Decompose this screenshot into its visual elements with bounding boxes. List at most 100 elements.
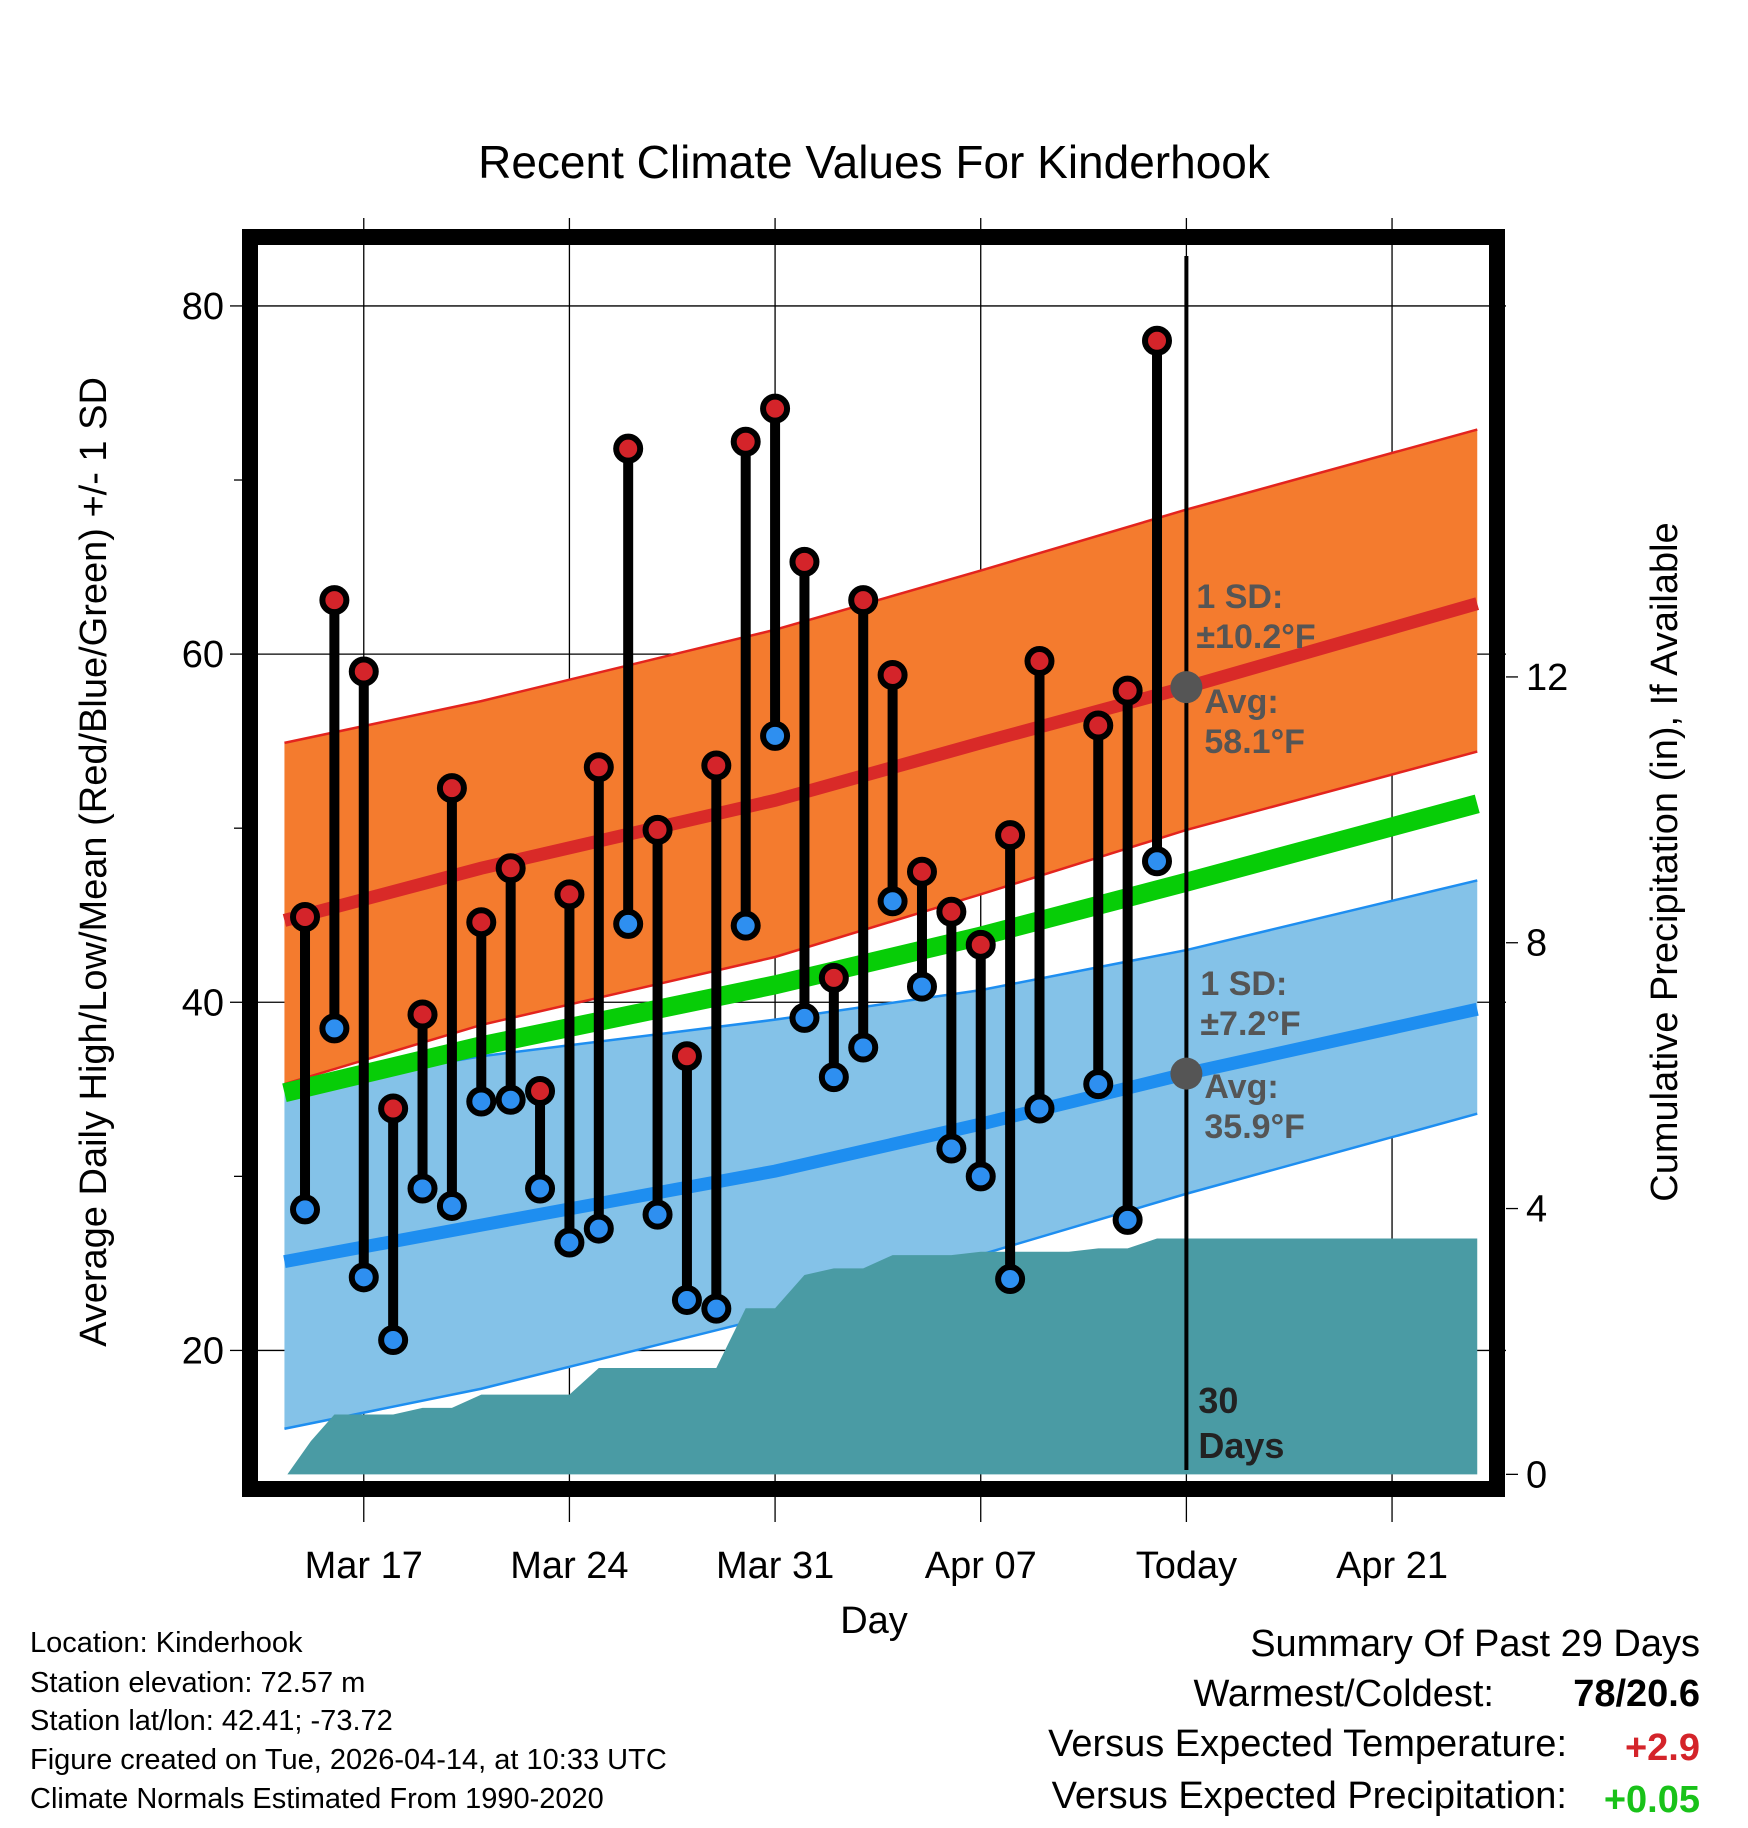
high-temp-point bbox=[1083, 710, 1114, 741]
low-temp-point bbox=[1112, 1204, 1143, 1235]
summary-title: Summary Of Past 29 Days bbox=[1250, 1623, 1700, 1665]
high-temp-point bbox=[1112, 675, 1143, 706]
location-text: Location: Kinderhook bbox=[30, 1627, 303, 1659]
y-tick-label: 20 bbox=[182, 1330, 224, 1372]
high-temp-point bbox=[701, 750, 732, 781]
low-temp-point bbox=[730, 910, 761, 941]
x-tick-label: Mar 31 bbox=[716, 1545, 834, 1587]
high-temp-point bbox=[436, 773, 467, 804]
high-temp-point bbox=[760, 393, 791, 424]
low-temp-point bbox=[525, 1173, 556, 1204]
axes: Mar 17 Mar 24 Mar 31 Apr 07 Today Apr 2120406… bbox=[182, 286, 1569, 1587]
low-temp-point bbox=[466, 1086, 497, 1117]
high-sd-annotation: 1 SD: ±10.2°F bbox=[1196, 578, 1315, 656]
high-temp-point bbox=[407, 999, 438, 1030]
low-temp-point bbox=[1142, 846, 1173, 877]
high-avg-marker bbox=[1170, 671, 1203, 704]
low-temp-point bbox=[906, 971, 937, 1002]
low-temp-point bbox=[583, 1213, 614, 1244]
station-latlon-text: Station lat/lon: 42.41; -73.72 bbox=[30, 1705, 393, 1737]
high-temp-point bbox=[642, 814, 673, 845]
climate-normals-text: Climate Normals Estimated From 1990-2020 bbox=[30, 1783, 604, 1815]
low-temp-point bbox=[877, 886, 908, 917]
precipitation-area bbox=[287, 1238, 1478, 1475]
y2-tick-label: 0 bbox=[1526, 1454, 1547, 1496]
low-temp-point bbox=[613, 908, 644, 939]
warmest-coldest-value: 78/20.6 bbox=[1573, 1673, 1700, 1715]
low-normal-line bbox=[283, 1002, 1479, 1269]
high-temp-point bbox=[348, 656, 379, 687]
high-temp-point bbox=[671, 1041, 702, 1072]
low-temp-point bbox=[290, 1194, 321, 1225]
low-temp-point bbox=[965, 1161, 996, 1192]
low-temp-point bbox=[995, 1264, 1026, 1295]
high-temp-point bbox=[378, 1093, 409, 1124]
figure-created-text: Figure created on Tue, 2026-04-14, at 10… bbox=[30, 1744, 667, 1776]
low-temp-point bbox=[701, 1293, 732, 1324]
y-tick-label: 80 bbox=[182, 286, 224, 328]
low-sd-band bbox=[284, 880, 1478, 1429]
high-temp-point bbox=[936, 896, 967, 927]
y-axis-label: Average Daily High/Low/Mean (Red/Blue/Gr… bbox=[73, 377, 115, 1347]
temp-versus-label: Versus Expected Temperature: bbox=[1048, 1723, 1567, 1765]
high-temp-point bbox=[818, 962, 849, 993]
station-elevation-text: Station elevation: 72.57 m bbox=[30, 1667, 366, 1699]
low-avg-marker bbox=[1170, 1057, 1203, 1090]
low-temp-point bbox=[407, 1173, 438, 1204]
low-temp-point bbox=[554, 1227, 585, 1258]
x-tick-label: Apr 07 bbox=[925, 1545, 1037, 1587]
low-temp-point bbox=[1083, 1069, 1114, 1100]
high-sd-band bbox=[284, 429, 1478, 1085]
low-temp-point bbox=[760, 720, 791, 751]
high-temp-point bbox=[290, 901, 321, 932]
y2-tick-label: 4 bbox=[1526, 1189, 1547, 1231]
high-temp-point bbox=[1024, 646, 1055, 677]
x-tick-label: Apr 21 bbox=[1336, 1545, 1448, 1587]
high-temp-point bbox=[1142, 325, 1173, 356]
days-annotation: 30 Days bbox=[1198, 1380, 1284, 1466]
chart-title: Recent Climate Values For Kinderhook bbox=[478, 136, 1271, 188]
y2-tick-label: 12 bbox=[1526, 657, 1568, 699]
high-temp-point bbox=[613, 433, 644, 464]
plot-area: 1 SD: ±10.2°F Avg: 58.1°F 1 SD: ±7.2°F Avg: 35.… bbox=[242, 229, 1505, 1497]
warmest-coldest-label: Warmest/Coldest: bbox=[1193, 1673, 1494, 1715]
high-temp-point bbox=[877, 659, 908, 690]
x-axis-label: Day bbox=[840, 1600, 908, 1642]
x-tick-label: Today bbox=[1136, 1545, 1237, 1587]
high-temp-point bbox=[583, 752, 614, 783]
low-temp-point bbox=[848, 1032, 879, 1063]
high-temp-point bbox=[848, 585, 879, 616]
low-temp-point bbox=[378, 1324, 409, 1355]
y2-axis-label: Cumulative Precipitation (in), If Availa… bbox=[1644, 522, 1686, 1201]
high-temp-point bbox=[319, 585, 350, 616]
y-tick-label: 40 bbox=[182, 982, 224, 1024]
high-temp-point bbox=[995, 820, 1026, 851]
low-temp-point bbox=[436, 1190, 467, 1221]
precip-versus-value: +0.05 bbox=[1603, 1779, 1700, 1821]
high-temp-point bbox=[495, 853, 526, 884]
high-temp-point bbox=[525, 1076, 556, 1107]
x-tick-label: Mar 24 bbox=[510, 1545, 628, 1587]
precip-versus-label: Versus Expected Precipitation: bbox=[1051, 1775, 1567, 1817]
low-temp-point bbox=[319, 1013, 350, 1044]
low-temp-point bbox=[348, 1262, 379, 1293]
low-temp-point bbox=[936, 1133, 967, 1164]
high-temp-point bbox=[965, 929, 996, 960]
high-temp-point bbox=[906, 856, 937, 887]
high-temp-point bbox=[554, 879, 585, 910]
low-temp-point bbox=[789, 1002, 820, 1033]
low-temp-point bbox=[495, 1084, 526, 1115]
low-temp-point bbox=[818, 1062, 849, 1093]
low-temp-point bbox=[1024, 1093, 1055, 1124]
x-tick-label: Mar 17 bbox=[305, 1545, 423, 1587]
high-avg-annotation: Avg: 58.1°F bbox=[1204, 683, 1305, 761]
y2-tick-label: 8 bbox=[1526, 923, 1547, 965]
high-temp-point bbox=[730, 426, 761, 457]
low-sd-annotation: 1 SD: ±7.2°F bbox=[1200, 965, 1300, 1043]
y-tick-label: 60 bbox=[182, 634, 224, 676]
low-avg-annotation: Avg: 35.9°F bbox=[1204, 1068, 1305, 1146]
low-temp-point bbox=[671, 1284, 702, 1315]
plot-frame bbox=[242, 229, 1505, 1497]
high-temp-point bbox=[789, 546, 820, 577]
